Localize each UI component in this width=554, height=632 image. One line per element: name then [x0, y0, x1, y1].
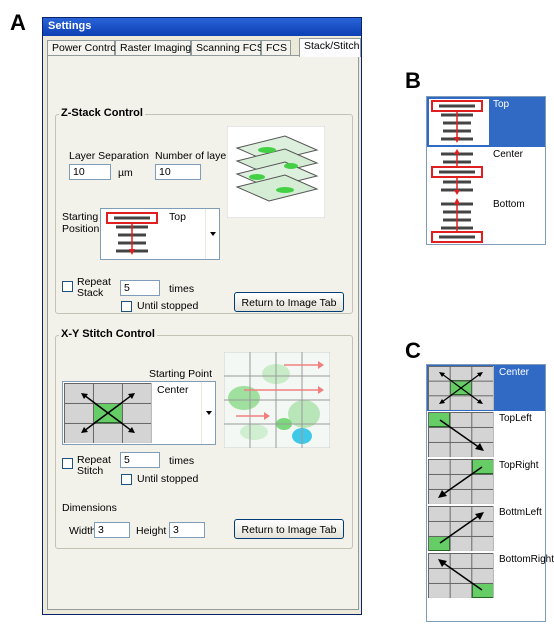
starting-position-list: Top Center Bottom	[426, 96, 546, 245]
width-input[interactable]	[94, 522, 130, 538]
repeat-stitch-label-2: Stitch	[77, 465, 104, 477]
layer-separation-label: Layer Separation	[69, 150, 149, 162]
repeat-stitch-input[interactable]	[120, 452, 160, 468]
list-item-label: TopLeft	[499, 413, 532, 424]
starting-point-combo[interactable]: Center	[62, 381, 216, 445]
starting-point-value: Center	[157, 384, 189, 396]
arrows-out-icon	[81, 393, 135, 433]
list-item-label: BottomRight	[499, 554, 554, 565]
list-item-label: Center	[493, 149, 524, 160]
list-item-label: Center	[499, 367, 530, 378]
list-item[interactable]: TopLeft	[427, 411, 545, 458]
repeat-stitch-checkbox[interactable]	[62, 458, 73, 469]
list-item[interactable]: BottomRight	[427, 552, 554, 599]
width-label: Width	[69, 525, 96, 537]
repeat-stitch-label-1: Repeat	[77, 454, 111, 466]
list-item-label: TopRight	[499, 460, 539, 471]
starting-label-1: Starting	[62, 211, 99, 223]
until-stopped-stitch-checkbox[interactable]	[121, 474, 132, 485]
tab-fcs[interactable]: FCS	[261, 40, 291, 56]
starting-position-value: Top	[169, 211, 186, 223]
zstack-illustration	[227, 126, 325, 218]
dimensions-label: Dimensions	[62, 502, 117, 514]
arrow-down-right-icon	[439, 419, 484, 451]
until-stopped-stack-label: Until stopped	[137, 300, 199, 312]
tab-content: Z-Stack Control Layer Separation µm Numb…	[47, 55, 359, 610]
stack-center-icon	[431, 149, 483, 195]
list-item[interactable]: Center	[427, 147, 545, 197]
list-item-label: Top	[493, 99, 510, 110]
stitch-topright-thumbnail	[428, 459, 494, 504]
repeat-stack-checkbox[interactable]	[62, 281, 73, 292]
window-title: Settings	[43, 18, 361, 36]
stack-top-icon	[106, 212, 158, 255]
zstack-return-button[interactable]: Return to Image Tab	[234, 292, 344, 312]
tab-scanning-fcs[interactable]: Scanning FCS	[191, 40, 264, 56]
repeat-stack-input[interactable]	[120, 280, 160, 296]
arrow-up-left-icon	[438, 559, 483, 591]
tab-raster-imaging[interactable]: Raster Imaging	[115, 40, 191, 56]
xystitch-illustration	[224, 352, 330, 448]
stitch-bottomleft-thumbnail	[428, 506, 494, 551]
stitch-bottomright-thumbnail	[428, 553, 494, 598]
height-input[interactable]	[169, 522, 205, 538]
starting-point-label: Starting Point	[149, 368, 213, 380]
num-layers-input[interactable]	[155, 164, 201, 180]
starting-position-combo[interactable]: Top	[100, 208, 220, 260]
chevron-down-icon[interactable]	[201, 382, 215, 444]
stack-top-icon	[429, 99, 489, 145]
tab-strip: Power Control Raster Imaging Scanning FC…	[47, 38, 361, 57]
arrows-out-icon	[439, 372, 483, 404]
panel-label-b: B	[405, 68, 421, 93]
repeat-stack-times-label: times	[169, 283, 195, 295]
panel-label-c: C	[405, 338, 421, 363]
list-item[interactable]: TopRight	[427, 458, 545, 505]
chevron-down-icon[interactable]	[205, 209, 219, 259]
list-item[interactable]: Center	[427, 365, 545, 411]
starting-point-list: Center TopLeft TopRight	[426, 364, 554, 622]
until-stopped-stack-checkbox[interactable]	[121, 301, 132, 312]
arrow-down-left-icon	[438, 466, 483, 498]
arrow-up-right-icon	[439, 512, 484, 544]
layer-separation-input[interactable]	[69, 164, 111, 180]
list-item-label: Bottom	[493, 199, 525, 210]
list-item[interactable]: BottmLeft	[427, 505, 545, 552]
repeat-stack-label-1: Repeat	[77, 276, 111, 288]
xystitch-return-button[interactable]: Return to Image Tab	[234, 519, 344, 539]
xystitch-title: X-Y Stitch Control	[59, 328, 157, 340]
stitch-center-thumbnail	[64, 383, 152, 443]
zstack-group	[55, 114, 353, 314]
panel-label-a: A	[10, 10, 26, 35]
settings-window: Settings Power Control Raster Imaging Sc…	[42, 17, 362, 615]
num-layers-label: Number of layers	[155, 150, 235, 162]
xystitch-group	[55, 335, 353, 549]
tab-power-control[interactable]: Power Control	[47, 40, 119, 56]
stack-bottom-icon	[431, 198, 483, 243]
stitch-topleft-thumbnail	[428, 412, 494, 457]
layer-unit-label: µm	[118, 167, 133, 179]
zstack-title: Z-Stack Control	[59, 107, 145, 119]
list-item[interactable]: Bottom	[427, 197, 545, 245]
until-stopped-stitch-label: Until stopped	[137, 473, 199, 485]
tab-stack-stitch[interactable]: Stack/Stitch	[299, 38, 361, 57]
repeat-stack-label-2: Stack	[77, 287, 104, 299]
repeat-stitch-times-label: times	[169, 455, 195, 467]
list-item[interactable]: Top	[427, 97, 545, 147]
stitch-center-thumbnail	[428, 366, 494, 410]
starting-label-2: Position	[62, 223, 100, 235]
height-label: Height	[136, 525, 167, 537]
list-item-label: BottmLeft	[499, 507, 542, 518]
